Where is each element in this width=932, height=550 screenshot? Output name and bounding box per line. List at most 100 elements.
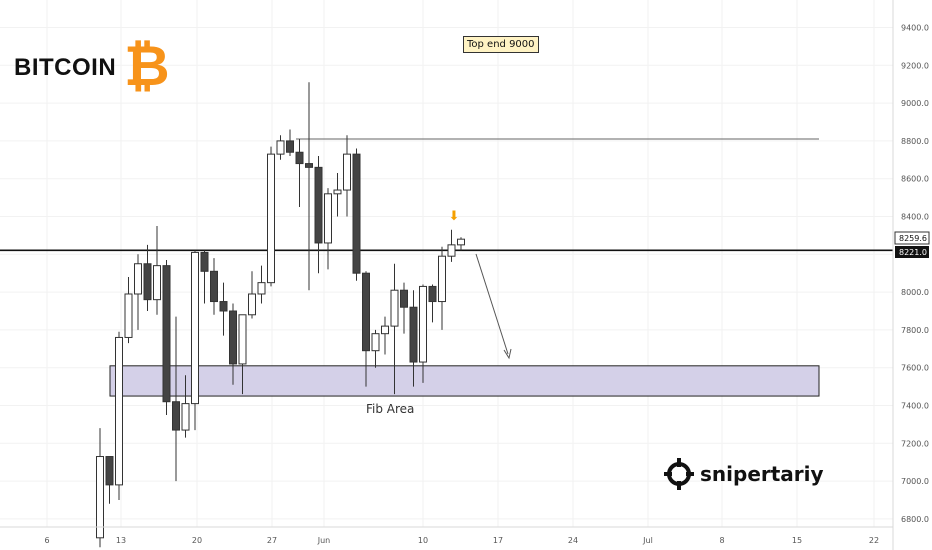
last-price-label: 8259.6 — [899, 234, 927, 243]
candle — [333, 173, 342, 217]
x-tick-label: 17 — [493, 536, 503, 545]
watermark: snipertariy — [664, 456, 824, 492]
y-tick-label: 7000.0 — [901, 477, 929, 486]
horizontal-lines — [0, 138, 893, 252]
candle-body — [343, 153, 351, 191]
projection-line — [475, 253, 509, 355]
y-tick-label: 7800.0 — [901, 326, 929, 335]
candle-body — [447, 244, 456, 257]
y-tick-label: 8800.0 — [901, 137, 929, 146]
candle — [96, 428, 104, 548]
candle — [210, 258, 218, 315]
brand-title: BITCOIN — [14, 54, 117, 81]
candle-body — [96, 456, 104, 539]
candle-body — [400, 289, 408, 308]
candle-body — [333, 189, 342, 195]
candle-body — [381, 325, 389, 335]
arrow-head-icon — [503, 348, 512, 360]
candle-body — [219, 301, 228, 312]
candle — [286, 129, 294, 157]
candle — [191, 250, 199, 431]
candle-body — [267, 153, 275, 284]
y-tick-label: 8600.0 — [901, 175, 929, 184]
candle — [124, 276, 133, 344]
candle-body — [181, 403, 190, 431]
candle — [181, 375, 190, 438]
time-axis: 6 13 20 27 Jun 10 17 24 Jul 8 15 22 — [0, 526, 893, 545]
candle-body — [324, 193, 332, 244]
x-tick-label: Jul — [642, 536, 653, 545]
x-tick-label: 20 — [192, 536, 202, 545]
candle-body — [153, 265, 161, 301]
candle-body — [162, 265, 171, 403]
candle — [267, 146, 275, 287]
candle-body — [238, 314, 247, 365]
fib-zone-rect — [109, 365, 820, 397]
candle-body — [229, 310, 237, 365]
candle-body — [210, 270, 218, 303]
crosshair-icon — [664, 458, 694, 490]
candle-body — [134, 263, 142, 295]
candle — [343, 135, 351, 217]
x-tick-label: 22 — [869, 536, 879, 545]
candle — [200, 250, 209, 304]
candle — [371, 329, 380, 368]
candle-body — [419, 285, 427, 363]
candle — [390, 263, 399, 395]
projection-arrow — [475, 253, 512, 360]
candle — [428, 284, 437, 323]
y-tick-label: 9000.0 — [901, 99, 929, 108]
candle-body — [115, 336, 123, 486]
candle-body — [371, 333, 380, 352]
last-price-box — [894, 231, 930, 245]
candle-body — [200, 251, 209, 272]
candle-body — [409, 306, 418, 363]
candle — [447, 229, 456, 262]
fib-area-label: Fib Area — [366, 402, 415, 416]
candle-body — [286, 140, 294, 153]
candle-body — [457, 238, 465, 246]
y-tick-label: 7400.0 — [901, 402, 929, 411]
x-tick-label: 10 — [418, 536, 428, 545]
candle-body — [105, 456, 114, 486]
y-tick-label: 7200.0 — [901, 439, 929, 448]
y-tick-label: 9400.0 — [901, 24, 929, 33]
candle — [400, 282, 408, 334]
candle-body — [295, 151, 304, 165]
candle-body — [390, 289, 399, 327]
x-tick-label: 8 — [719, 536, 724, 545]
x-tick-label: 13 — [116, 536, 126, 545]
candle — [324, 188, 332, 270]
candle — [352, 148, 361, 281]
candle-body — [276, 140, 285, 155]
x-tick-label: 6 — [44, 536, 49, 545]
candle — [153, 225, 161, 315]
candle — [438, 246, 446, 330]
candle-body — [438, 255, 446, 303]
top-end-label: Top end 9000 — [463, 36, 539, 53]
candle — [419, 284, 427, 383]
candle-body — [172, 401, 180, 431]
candle — [143, 244, 152, 311]
price-axis: 9400.09200.09000.08800.08600.08400.08200… — [892, 0, 930, 550]
candle-body — [143, 263, 152, 301]
candle — [248, 271, 256, 319]
candle — [305, 82, 313, 291]
candle — [238, 314, 247, 395]
candle-body — [305, 163, 313, 168]
candle — [457, 237, 465, 251]
candle — [276, 135, 285, 160]
line-price-box — [895, 246, 929, 258]
candle — [115, 331, 123, 500]
candle — [229, 303, 237, 385]
candle — [362, 271, 370, 387]
candle — [172, 316, 180, 482]
y-tick-label: 8400.0 — [901, 213, 929, 222]
candles — [96, 82, 465, 548]
candle-body — [314, 166, 323, 244]
candle — [105, 456, 114, 504]
y-tick-label: 8000.0 — [901, 288, 929, 297]
x-tick-label: Jun — [317, 536, 331, 545]
fib-zone — [109, 365, 820, 397]
